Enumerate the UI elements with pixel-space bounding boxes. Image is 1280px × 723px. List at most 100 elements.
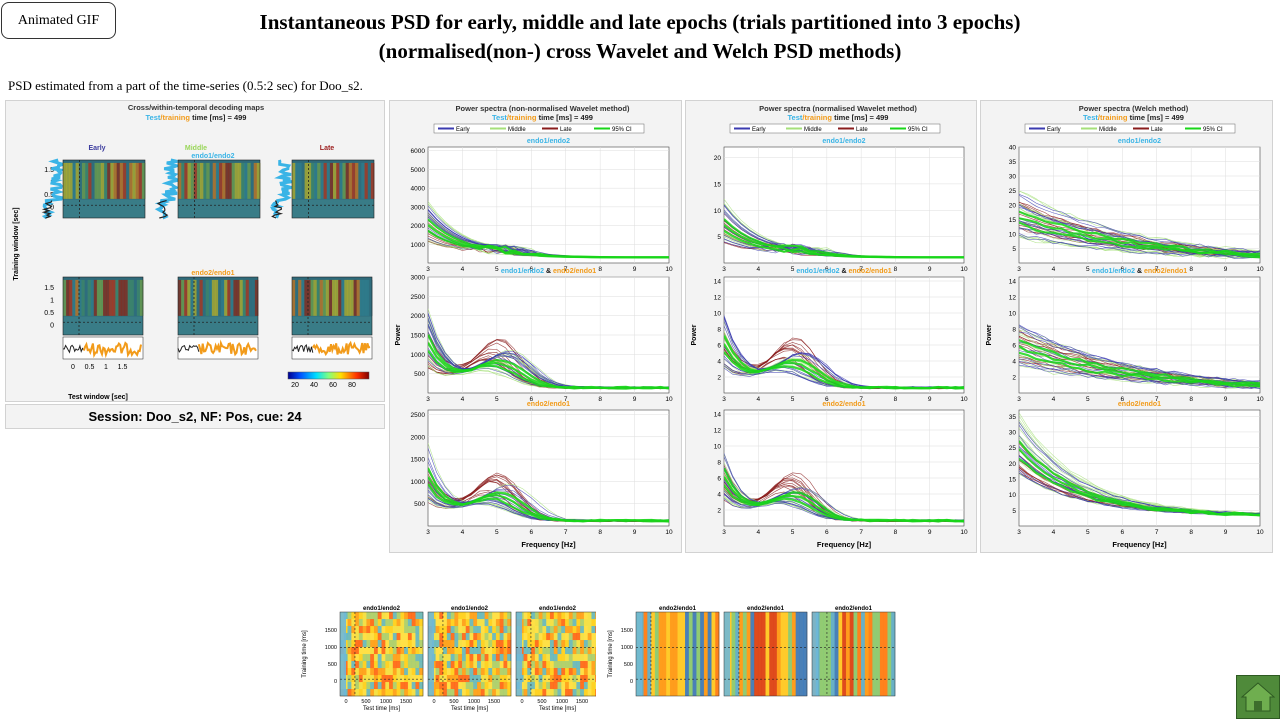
bottom-xtick: 1000 xyxy=(380,699,392,705)
subplot-label: endo2/endo1 xyxy=(822,401,865,408)
ytick: 2500 xyxy=(411,294,426,301)
row2-yticks: 1.5 1 0.5 0 xyxy=(44,285,54,330)
bottom-xtick: 500 xyxy=(537,699,546,705)
xtick: 4 xyxy=(461,396,465,403)
bottom-maps-endo1-endo2: Training time [ms] 150010005000endo1/endo… xyxy=(302,606,596,712)
legend-entry: Late xyxy=(856,127,868,133)
bottom-ytick: 0 xyxy=(630,679,633,685)
psd-ylabel: Power xyxy=(395,324,402,345)
psd-curves xyxy=(724,453,964,523)
psd-curves xyxy=(428,308,669,390)
ytick: 35 xyxy=(1009,159,1017,166)
xtick: 5 xyxy=(495,529,499,536)
subplot-label: endo1/endo2 & endo2/endo1 xyxy=(501,268,596,275)
legend-entry: Late xyxy=(560,127,572,133)
bottom-xlabel: Test time [ms] xyxy=(539,706,576,712)
psd-curves xyxy=(724,315,964,390)
xtick: 9 xyxy=(633,266,637,273)
xtick: 10 xyxy=(1256,266,1264,273)
ytick: 12 xyxy=(714,428,722,435)
psd-ci-band xyxy=(428,334,669,390)
bottom-ytick: 1500 xyxy=(325,628,337,634)
bottom-xtick: 1500 xyxy=(400,699,412,705)
ytick: 5 xyxy=(717,234,721,241)
legend-entry: Middle xyxy=(508,127,526,133)
heatmap-row2-middle xyxy=(177,276,259,336)
xtick: 10 xyxy=(960,529,968,536)
bottom-ytick: 500 xyxy=(624,662,633,668)
ytick: 20 xyxy=(1009,461,1017,468)
psd-legend: Early Middle Late 95% CI xyxy=(729,123,941,134)
psd-figure-normalised-wavelet: Power spectra (normalised Wavelet method… xyxy=(691,104,968,549)
home-button[interactable] xyxy=(1236,675,1280,719)
psd-xlabel: Frequency [Hz] xyxy=(1112,540,1167,549)
training-trace-early xyxy=(41,158,69,220)
subplot-label: endo1/endo2 xyxy=(1118,138,1161,145)
legend-entry: Early xyxy=(1047,127,1061,133)
bottom-map-3: endo2/endo1 xyxy=(811,606,896,697)
title-line-2: (normalised(non-) cross Wavelet and Welc… xyxy=(378,39,902,63)
ytick: 30 xyxy=(1009,174,1017,181)
ytick: 10 xyxy=(1009,492,1017,499)
ytick: 2 xyxy=(717,508,721,515)
ytick: 5 xyxy=(1012,508,1016,515)
xtick: 4 xyxy=(1052,529,1056,536)
psd-subplot-1: endo1/endo2 3 4 5 6 7 8 9 10 6000 5000 4000 3000 2000… xyxy=(411,138,673,273)
xtick: 5 xyxy=(495,266,499,273)
ytick: 2000 xyxy=(411,313,426,320)
ytick: 12 xyxy=(714,295,722,302)
bottom-xtick: 1000 xyxy=(556,699,568,705)
xtick: 4 xyxy=(756,266,760,273)
decoding-maps-figure: Cross/within-temporal decoding maps Test… xyxy=(13,103,375,401)
ytick: 8 xyxy=(717,327,721,334)
subplot-label: endo1/endo2 & endo2/endo1 xyxy=(796,268,891,275)
ytick-row1: 1.5 xyxy=(44,167,54,174)
legend-entry: Early xyxy=(752,127,766,133)
animated-gif-button[interactable]: Animated GIF xyxy=(1,2,116,39)
legend-entry: Late xyxy=(1151,127,1163,133)
heatmap-row1-late xyxy=(291,159,375,219)
psd-subtitle: Test/training time [ms] = 499 xyxy=(788,113,889,122)
ytick: 10 xyxy=(714,208,722,215)
psd-trace-middle xyxy=(1019,427,1260,515)
xtick: 4 xyxy=(1052,266,1056,273)
page-title: Instantaneous PSD for early, middle and … xyxy=(140,8,1140,66)
ytick: 4 xyxy=(1012,359,1016,366)
bottom-ytick: 1500 xyxy=(621,628,633,634)
psd-title: Power spectra (normalised Wavelet method… xyxy=(759,104,917,113)
ytick: 14 xyxy=(1009,279,1017,286)
psd-curves xyxy=(428,443,669,523)
psd-ci-band xyxy=(724,467,964,523)
bottom-xlabel: Test time [ms] xyxy=(451,706,488,712)
ytick: 4 xyxy=(717,492,721,499)
xtick: 6 xyxy=(1120,266,1124,273)
ytick: 1000 xyxy=(411,352,426,359)
bottom-maps-endo2-endo1: Training time [ms] 1500 1000 500 0 endo2/endo… xyxy=(608,606,896,697)
xtick: 9 xyxy=(633,529,637,536)
ytick: 6000 xyxy=(411,148,426,155)
psd-ylabel: Power xyxy=(986,324,993,345)
decoding-heatmaps xyxy=(41,158,375,360)
psd-xlabel: Frequency [Hz] xyxy=(521,540,576,549)
ytick: 30 xyxy=(1009,429,1017,436)
ytick: 4000 xyxy=(411,186,426,193)
xtick: 6 xyxy=(529,266,533,273)
bottom-ylabel: Training time [ms] xyxy=(608,630,614,678)
psd-panel-nonnormalised-wavelet: Power spectra (non-normalised Wavelet me… xyxy=(389,100,682,553)
xtick: 7 xyxy=(1155,266,1159,273)
psd-curves xyxy=(1019,324,1260,390)
xtick: 5 xyxy=(791,266,795,273)
psd-trace-early xyxy=(1019,233,1260,259)
psd-subtitle: Test/training time [ms] = 499 xyxy=(492,113,593,122)
xtick: 7 xyxy=(564,529,568,536)
legend-entry: 95% CI xyxy=(1203,127,1223,133)
test-window-xlabel: Test window [sec] xyxy=(68,394,128,401)
decoding-sub-rest: time [ms] = 499 xyxy=(190,113,246,122)
training-trace-late xyxy=(269,159,293,219)
row2-label: endo2/endo1 xyxy=(191,270,234,277)
subplot-label: endo2/endo1 xyxy=(527,401,570,408)
ytick: 25 xyxy=(1009,445,1017,452)
xtick: 6 xyxy=(825,529,829,536)
xtick: 7 xyxy=(564,396,568,403)
psd-ci-band xyxy=(1019,210,1260,256)
